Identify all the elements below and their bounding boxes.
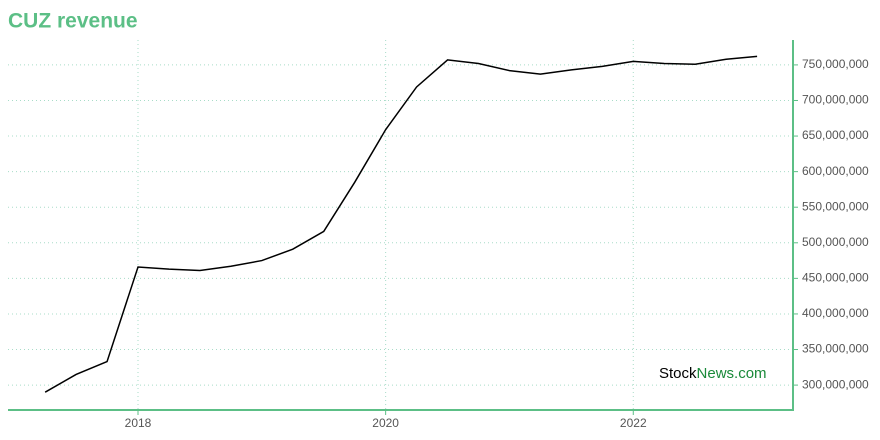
y-tick-label: 650,000,000 — [802, 128, 869, 142]
watermark-suffix: News.com — [697, 365, 767, 382]
y-tick-label: 750,000,000 — [802, 57, 869, 71]
y-tick-label: 700,000,000 — [802, 93, 869, 107]
x-tick-label: 2020 — [372, 416, 399, 430]
y-tick-label: 500,000,000 — [802, 235, 869, 249]
y-tick-label: 450,000,000 — [802, 271, 869, 285]
x-tick-label: 2022 — [620, 416, 647, 430]
x-tick-label: 2018 — [125, 416, 152, 430]
y-tick-label: 350,000,000 — [802, 342, 869, 356]
y-tick-label: 600,000,000 — [802, 164, 869, 178]
chart-title: CUZ revenue — [8, 10, 138, 33]
watermark: StockNews.com — [659, 365, 767, 382]
line — [44, 55, 758, 393]
y-tick-label: 550,000,000 — [802, 199, 869, 213]
y-tick-label: 400,000,000 — [802, 306, 869, 320]
y-tick-label: 300,000,000 — [802, 377, 869, 391]
watermark-brand: Stock — [659, 365, 697, 382]
